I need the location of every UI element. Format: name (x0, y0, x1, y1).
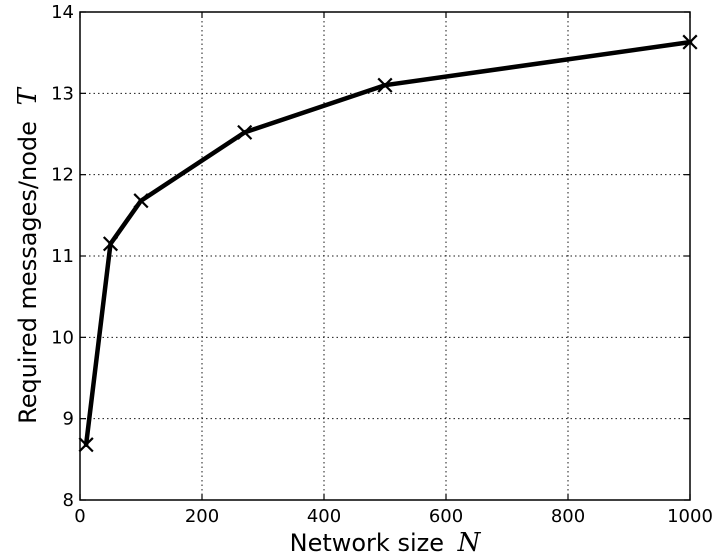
y-tick-label: 14 (51, 2, 74, 23)
y-axis-variable: T (13, 86, 43, 105)
x-tick-label: 800 (551, 506, 585, 527)
x-tick-label: 0 (74, 506, 85, 527)
y-tick-label: 8 (63, 490, 74, 511)
x-tick-label: 200 (185, 506, 219, 527)
marker-stroke (102, 236, 119, 252)
marker-stroke (682, 34, 698, 50)
y-axis-label: Required messages/node T (13, 86, 43, 423)
y-tick-label: 13 (51, 83, 74, 104)
y-axis-label-text: Required messages/node (14, 121, 42, 424)
marker-stroke (78, 437, 94, 453)
marker-stroke (133, 193, 149, 209)
marker-stroke (237, 124, 253, 140)
data-point-marker (78, 437, 94, 453)
data-point-marker (377, 77, 393, 93)
marker-stroke (377, 77, 393, 93)
grid (80, 12, 690, 500)
y-tick-labels: 8 9 10 11 12 13 14 (51, 2, 74, 511)
x-tick-label: 600 (429, 506, 463, 527)
data-point-marker (102, 236, 119, 252)
data-point-marker (682, 34, 698, 50)
series-group (78, 34, 698, 453)
x-axis-label-text: Network size (290, 529, 444, 557)
x-tick-labels: 0 200 400 600 800 1000 (74, 506, 713, 527)
x-tick-label: 1000 (667, 506, 713, 527)
series-line (83, 39, 693, 447)
x-axis-label: Network size N (290, 528, 482, 558)
data-point-marker (133, 193, 149, 209)
y-tick-label: 10 (51, 327, 74, 348)
y-tick-label: 9 (63, 409, 74, 430)
data-point-marker (237, 124, 253, 140)
x-tick-label: 400 (307, 506, 341, 527)
axis-ticks (79, 11, 691, 501)
y-tick-label: 12 (51, 165, 74, 186)
x-axis-variable: N (457, 528, 482, 558)
y-tick-label: 11 (51, 246, 74, 267)
